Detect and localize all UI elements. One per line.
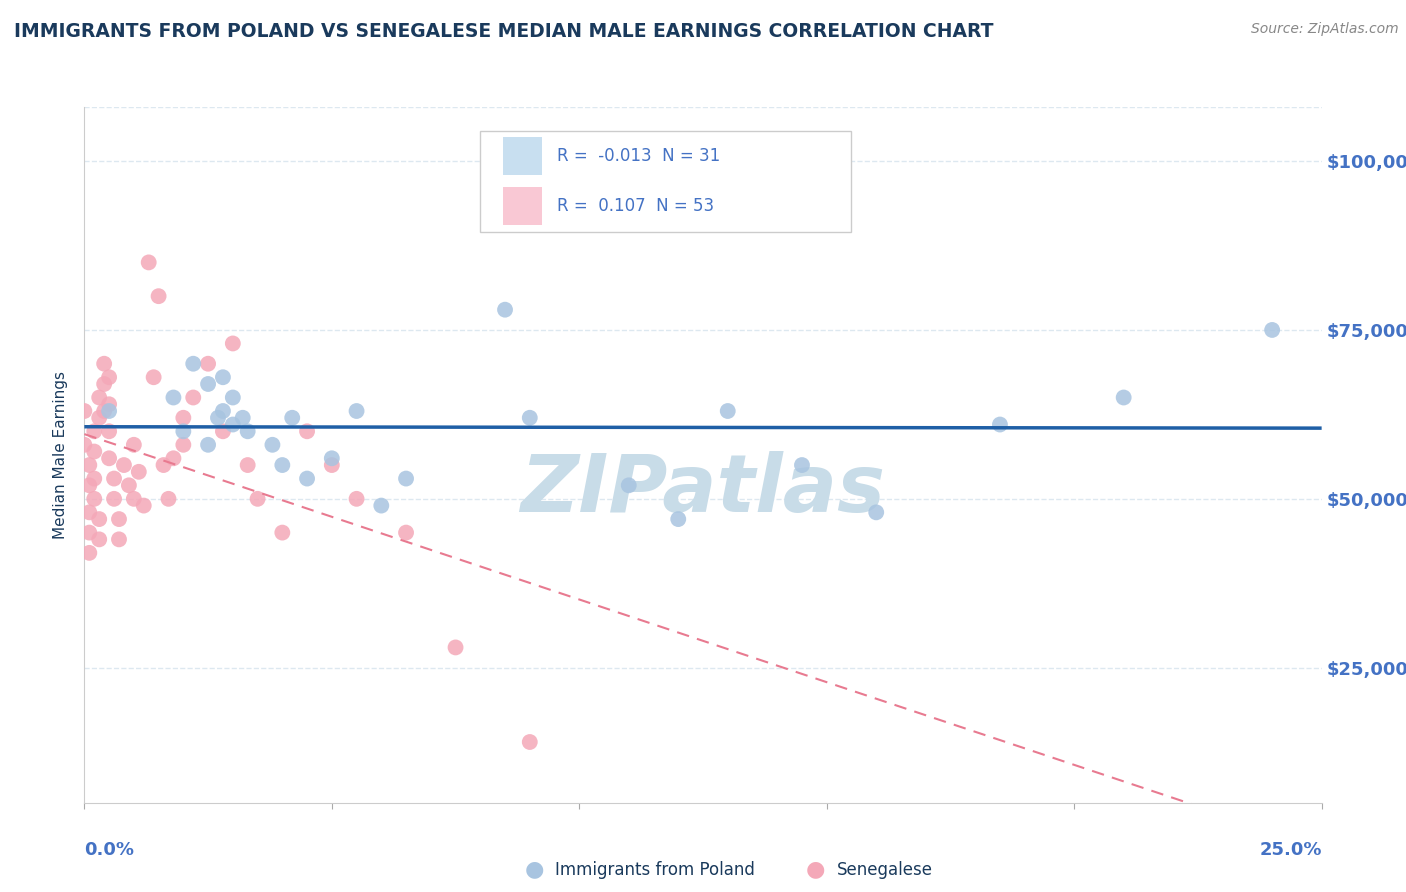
Point: [271, 525, 294, 540]
Point: [162, 451, 184, 466]
Point: [83, 424, 105, 438]
Point: [128, 465, 150, 479]
Point: [138, 255, 160, 269]
Point: [197, 376, 219, 391]
Point: [98, 404, 121, 418]
Point: [236, 458, 259, 472]
Point: [207, 410, 229, 425]
Point: [246, 491, 269, 506]
Text: ●: ●: [524, 860, 544, 880]
Point: [79, 458, 101, 472]
Point: [222, 417, 245, 432]
Point: [89, 533, 111, 547]
Point: [172, 438, 194, 452]
Point: [181, 391, 204, 405]
Point: [98, 370, 121, 384]
Point: [346, 404, 368, 418]
Point: [717, 404, 740, 418]
Point: [295, 472, 318, 486]
Point: [212, 404, 235, 418]
Point: [108, 512, 131, 526]
Point: [79, 525, 101, 540]
Text: 0.0%: 0.0%: [84, 841, 135, 859]
Point: [666, 512, 689, 526]
Text: Senegalese: Senegalese: [837, 861, 932, 879]
Point: [321, 458, 343, 472]
Point: [395, 472, 418, 486]
Point: [181, 357, 204, 371]
Text: ●: ●: [806, 860, 825, 880]
Point: [370, 499, 392, 513]
Point: [346, 491, 368, 506]
Y-axis label: Median Male Earnings: Median Male Earnings: [53, 371, 69, 539]
Point: [83, 491, 105, 506]
Point: [519, 735, 541, 749]
FancyBboxPatch shape: [481, 131, 852, 232]
Point: [232, 410, 254, 425]
Point: [83, 472, 105, 486]
Point: [98, 397, 121, 411]
Point: [79, 478, 101, 492]
Point: [988, 417, 1011, 432]
Point: [112, 458, 135, 472]
Point: [222, 336, 245, 351]
Point: [262, 438, 284, 452]
Point: [212, 424, 235, 438]
Point: [89, 512, 111, 526]
Point: [93, 376, 115, 391]
Point: [157, 491, 180, 506]
Point: [152, 458, 174, 472]
Point: [617, 478, 640, 492]
Point: [89, 391, 111, 405]
Point: [89, 410, 111, 425]
Point: [865, 505, 887, 519]
Text: R =  0.107  N = 53: R = 0.107 N = 53: [557, 197, 714, 215]
Point: [108, 533, 131, 547]
Text: Source: ZipAtlas.com: Source: ZipAtlas.com: [1251, 22, 1399, 37]
Point: [103, 491, 125, 506]
Text: Immigrants from Poland: Immigrants from Poland: [555, 861, 755, 879]
Point: [236, 424, 259, 438]
Point: [122, 491, 145, 506]
Point: [395, 525, 418, 540]
Point: [122, 438, 145, 452]
Point: [98, 451, 121, 466]
Point: [103, 472, 125, 486]
Point: [519, 410, 541, 425]
Point: [83, 444, 105, 458]
Point: [172, 410, 194, 425]
Text: 25.0%: 25.0%: [1260, 841, 1322, 859]
Point: [148, 289, 170, 303]
Point: [1112, 391, 1135, 405]
Point: [197, 438, 219, 452]
Point: [271, 458, 294, 472]
Point: [281, 410, 304, 425]
Point: [118, 478, 141, 492]
Point: [494, 302, 516, 317]
Point: [790, 458, 813, 472]
Text: R =  -0.013  N = 31: R = -0.013 N = 31: [557, 147, 720, 165]
Point: [79, 546, 101, 560]
Point: [321, 451, 343, 466]
Point: [79, 505, 101, 519]
Text: ZIPatlas: ZIPatlas: [520, 450, 886, 529]
Point: [172, 424, 194, 438]
Point: [162, 391, 184, 405]
Point: [295, 424, 318, 438]
Point: [197, 357, 219, 371]
Point: [142, 370, 165, 384]
Point: [444, 640, 467, 655]
Point: [212, 370, 235, 384]
Point: [93, 404, 115, 418]
Point: [73, 438, 96, 452]
Point: [1261, 323, 1284, 337]
Point: [98, 424, 121, 438]
Point: [73, 404, 96, 418]
Point: [93, 357, 115, 371]
Point: [132, 499, 155, 513]
Text: IMMIGRANTS FROM POLAND VS SENEGALESE MEDIAN MALE EARNINGS CORRELATION CHART: IMMIGRANTS FROM POLAND VS SENEGALESE MED…: [14, 22, 994, 41]
Bar: [502, 187, 543, 226]
Point: [222, 391, 245, 405]
Bar: [502, 136, 543, 175]
